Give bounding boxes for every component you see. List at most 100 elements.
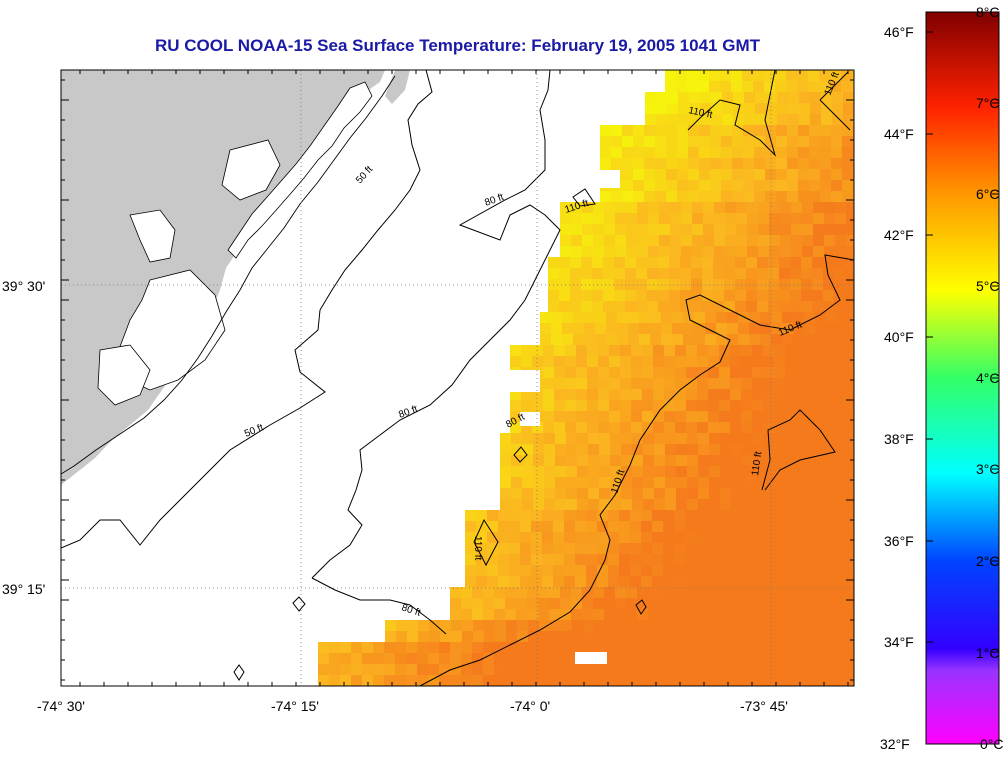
- sst-pixel: [655, 180, 667, 192]
- sst-pixel: [465, 576, 477, 588]
- sst-pixel: [429, 620, 441, 632]
- sst-pixel: [653, 378, 665, 390]
- sst-pixel: [740, 532, 752, 544]
- sst-pixel: [407, 631, 419, 643]
- sst-pixel: [587, 378, 599, 390]
- sst-pixel: [853, 180, 854, 192]
- sst-pixel: [762, 510, 774, 522]
- sst-pixel: [615, 598, 627, 610]
- sst-pixel: [649, 620, 661, 632]
- sst-pixel: [661, 312, 673, 324]
- sst-pixel: [788, 103, 800, 115]
- sst-pixel: [743, 125, 755, 137]
- sst-pixel: [791, 653, 803, 665]
- sst-pixel: [614, 268, 626, 280]
- sst-pixel: [786, 70, 798, 82]
- sst-pixel: [495, 620, 507, 632]
- sst-pixel: [776, 125, 788, 137]
- sst-pixel: [630, 565, 642, 577]
- sst-pixel: [804, 334, 816, 346]
- sst-pixel: [775, 455, 787, 467]
- sst-pixel: [797, 70, 809, 82]
- sst-pixel: [780, 675, 792, 686]
- sst-pixel: [807, 367, 819, 379]
- sst-pixel: [576, 389, 588, 401]
- sst-pixel: [709, 488, 721, 500]
- sst-pixel: [839, 554, 851, 566]
- sst-pixel: [696, 532, 708, 544]
- sst-pixel: [396, 631, 408, 643]
- colorbar-fahrenheit-label: 36°F: [884, 533, 914, 549]
- sst-pixel: [619, 576, 631, 588]
- sst-pixel: [741, 389, 753, 401]
- sst-pixel: [517, 620, 529, 632]
- sst-pixel: [808, 444, 820, 456]
- sst-pixel: [555, 433, 567, 445]
- sst-pixel: [643, 455, 655, 467]
- sst-pixel: [611, 158, 623, 170]
- sst-pixel: [671, 620, 683, 632]
- sst-pixel: [498, 521, 510, 533]
- sst-pixel: [620, 411, 632, 423]
- sst-pixel: [554, 411, 566, 423]
- sst-pixel: [768, 290, 780, 302]
- sst-pixel: [731, 477, 743, 489]
- sst-pixel: [571, 664, 583, 676]
- sst-pixel: [417, 653, 429, 665]
- sst-pixel: [465, 565, 477, 577]
- sst-pixel: [509, 543, 521, 555]
- sst-pixel: [687, 81, 699, 93]
- sst-pixel: [707, 543, 719, 555]
- sst-pixel: [582, 235, 594, 247]
- sst-pixel: [691, 257, 703, 269]
- sst-pixel: [730, 400, 742, 412]
- sst-pixel: [548, 290, 560, 302]
- sst-pixel: [606, 312, 618, 324]
- sst-pixel: [318, 664, 330, 676]
- sst-pixel: [637, 664, 649, 676]
- sst-pixel: [451, 631, 463, 643]
- sst-pixel: [571, 202, 583, 214]
- sst-pixel: [803, 631, 815, 643]
- contour-110ft-d: [473, 518, 499, 567]
- sst-pixel: [819, 444, 831, 456]
- sst-pixel: [796, 345, 808, 357]
- sst-pixel: [834, 279, 846, 291]
- sst-pixel: [853, 136, 854, 148]
- sst-pixel: [626, 213, 638, 225]
- sst-pixel: [373, 642, 385, 654]
- sst-pixel: [621, 455, 633, 467]
- sst-pixel: [570, 257, 582, 269]
- sst-pixel: [553, 554, 565, 566]
- sst-pixel: [853, 169, 854, 181]
- sst-pixel: [802, 675, 814, 686]
- sst-pixel: [564, 510, 576, 522]
- sst-pixel: [714, 235, 726, 247]
- sst-pixel: [746, 279, 758, 291]
- sst-pixel: [654, 477, 666, 489]
- sst-pixel: [622, 180, 634, 192]
- sst-pixel: [740, 554, 752, 566]
- sst-pixel: [839, 521, 851, 533]
- sst-pixel: [472, 675, 484, 686]
- sst-pixel: [753, 70, 765, 82]
- sst-pixel: [527, 675, 539, 686]
- sst-pixel: [566, 466, 578, 478]
- sst-pixel: [543, 345, 555, 357]
- sst-pixel: [609, 356, 621, 368]
- sst-pixel: [587, 422, 599, 434]
- colorbar-celsius-label: 8°C: [976, 4, 1000, 20]
- sst-pixel: [538, 587, 550, 599]
- sst-pixel: [604, 675, 616, 686]
- sst-pixel: [625, 290, 637, 302]
- sst-pixel: [813, 642, 825, 654]
- sst-pixel: [543, 400, 555, 412]
- sst-pixel: [664, 345, 676, 357]
- sst-pixel: [587, 400, 599, 412]
- sst-pixel: [782, 312, 794, 324]
- sst-pixel: [776, 191, 788, 203]
- contour-small-4: [635, 599, 647, 615]
- sst-pixel: [571, 587, 583, 599]
- sst-pixel: [674, 532, 686, 544]
- sst-pixel: [632, 455, 644, 467]
